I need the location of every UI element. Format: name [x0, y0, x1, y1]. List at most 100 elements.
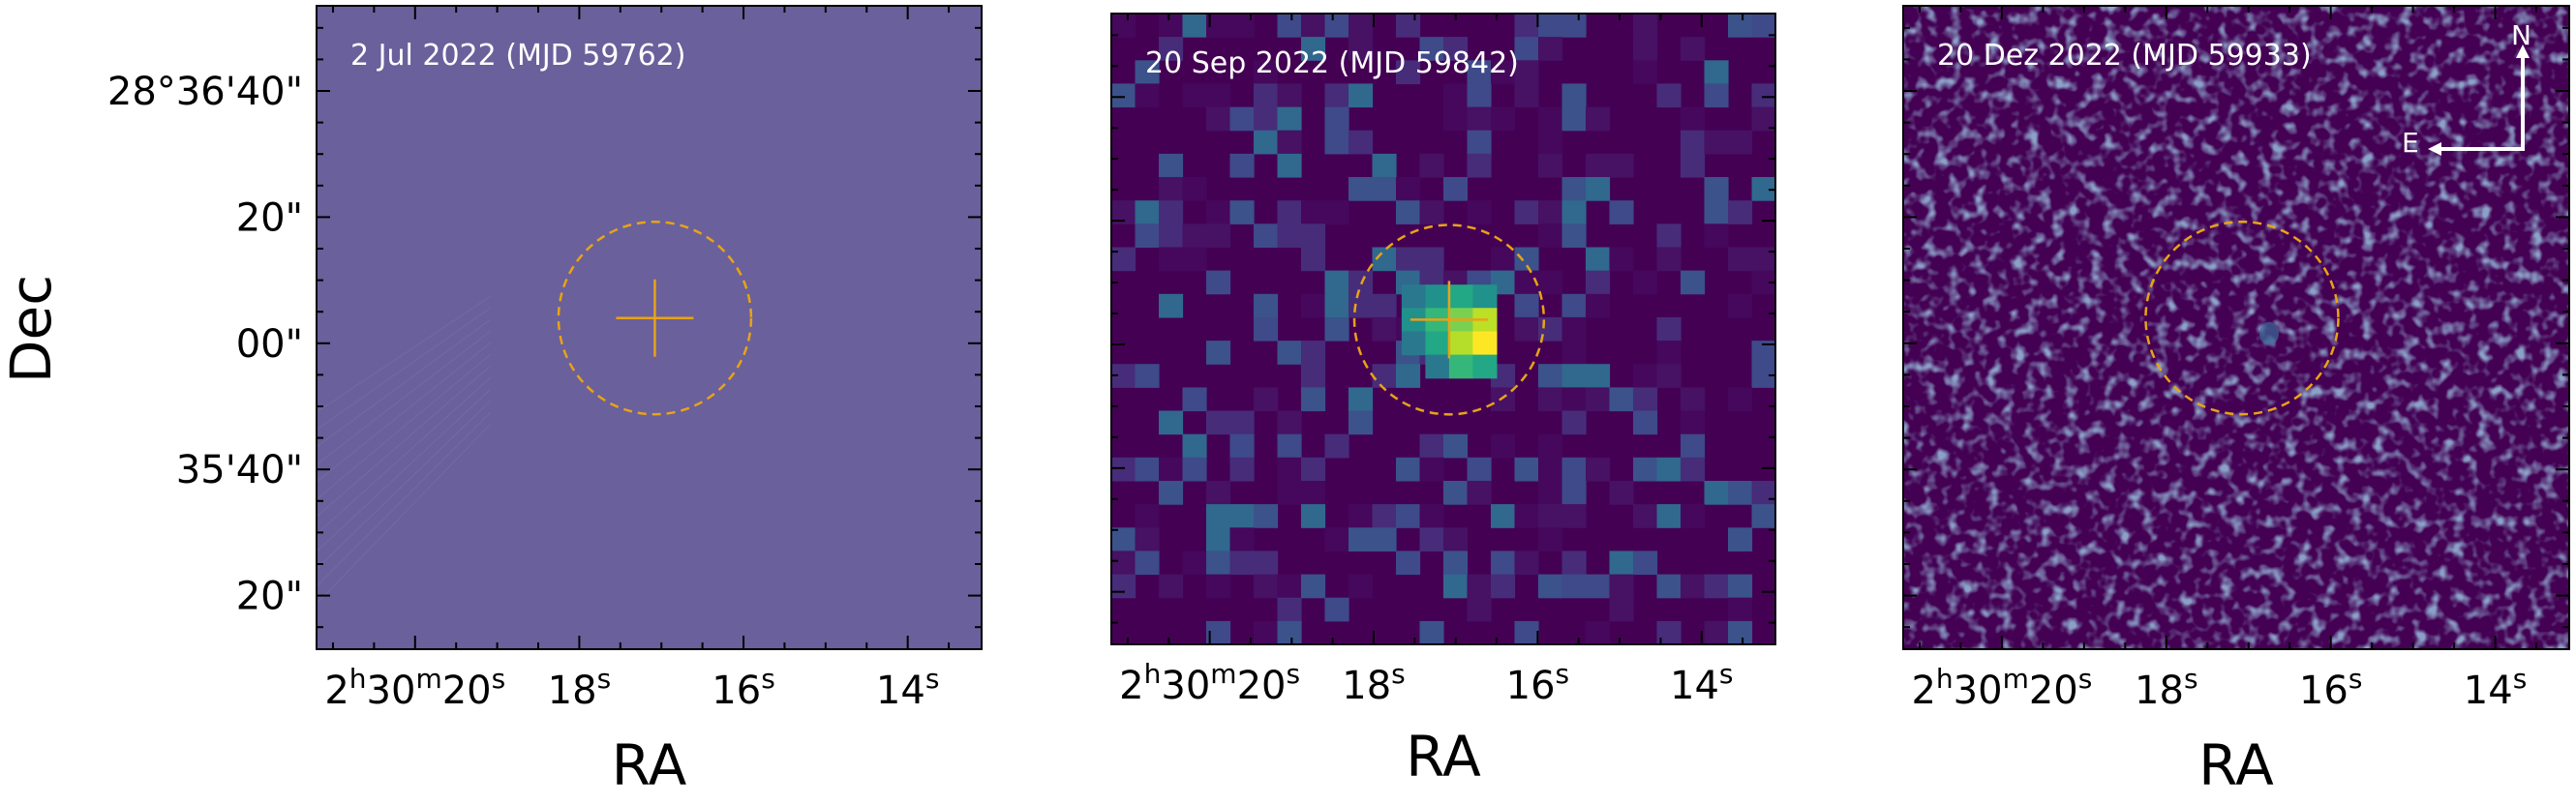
- image-pixel: [1561, 551, 1587, 576]
- image-pixel: [1206, 504, 1231, 528]
- image-pixel: [1135, 551, 1160, 576]
- image-pixel: [1254, 106, 1279, 132]
- image-pixel: [1586, 106, 1611, 132]
- image-pixel: [1467, 457, 1492, 482]
- image-pixel: [1349, 410, 1374, 435]
- image-pixel: [1443, 574, 1469, 599]
- image-pixel: [1349, 37, 1374, 61]
- image-pixel: [1514, 37, 1539, 61]
- image-pixel: [1704, 481, 1729, 505]
- image-pixel: [1467, 60, 1492, 84]
- image-pixel: [1206, 410, 1231, 435]
- image-pixel: [1514, 247, 1539, 272]
- image-pixel: [1751, 14, 1776, 38]
- error-circle: [2144, 220, 2340, 416]
- image-pixel: [1419, 37, 1444, 61]
- image-pixel: [1728, 293, 1753, 318]
- image-pixel: [1396, 457, 1421, 482]
- image-pixel: [1681, 270, 1706, 295]
- image-pixel: [1681, 153, 1706, 178]
- image-pixel: [1159, 410, 1184, 435]
- image-pixel: [1443, 551, 1469, 576]
- image-pixel: [1561, 200, 1587, 224]
- image-frame: [316, 5, 983, 650]
- panel-3: 20 Dez 2022 (MJD 59933) 2h30m20s 18s 16s 14…: [1902, 5, 2570, 798]
- image-pixel: [1728, 247, 1753, 272]
- image-pixel: [1751, 83, 1776, 108]
- image-pixel: [1443, 106, 1469, 132]
- image-pixel: [1372, 527, 1397, 551]
- x-tick-number: 30: [1954, 669, 2003, 713]
- image-pixel: [1111, 527, 1136, 551]
- image-pixel: [1443, 83, 1469, 108]
- x-tick-number: 18: [548, 669, 597, 713]
- smooth-texture: [1903, 6, 2569, 649]
- image-pixel: [1467, 597, 1492, 622]
- image-pixel: [1538, 37, 1563, 61]
- image-pixel: [1229, 551, 1255, 576]
- image-pixel: [1561, 574, 1587, 599]
- image-pixel: [1656, 341, 1682, 365]
- y-tick-label: 35'40": [176, 448, 303, 492]
- image-pixel: [1704, 574, 1729, 599]
- image-pixel: [1633, 387, 1658, 412]
- y-tick-label: 28°36'40": [107, 70, 303, 114]
- image-pixel: [1277, 106, 1302, 132]
- image-pixel: [1277, 457, 1302, 482]
- image-pixel: [1301, 387, 1326, 412]
- x-tick-number: 20: [1237, 664, 1287, 708]
- image-pixel: [1254, 620, 1279, 645]
- image-pixel: [1467, 106, 1492, 132]
- image-area-3: [1902, 5, 2570, 650]
- image-pixel: [1349, 83, 1374, 108]
- image-pixel: [1182, 223, 1207, 248]
- image-pixel: [1538, 270, 1563, 295]
- image-pixel: [1419, 200, 1444, 224]
- source-pixel: [1425, 284, 1450, 309]
- x-tick-unit: s: [492, 663, 506, 695]
- x-tick-number: 20: [2029, 669, 2078, 713]
- image-pixel: [1111, 83, 1136, 108]
- panel-1-ticks: 2h30m20s 18s 16s 14s28°36'40"20"00"35'40"20…: [107, 6, 982, 713]
- image-pixel: [1229, 504, 1255, 528]
- x-tick-label: 16s: [2299, 663, 2363, 713]
- image-pixel: [1324, 597, 1349, 622]
- image-pixel: [1324, 270, 1349, 295]
- image-pixel: [1111, 457, 1136, 482]
- image-pixel: [1324, 83, 1349, 108]
- image-pixel: [1728, 200, 1753, 224]
- image-pixel: [1538, 106, 1563, 132]
- image-pixel: [1206, 341, 1231, 365]
- image-pixel: [1349, 387, 1374, 412]
- image-pixel: [1229, 457, 1255, 482]
- image-pixel: [1704, 620, 1729, 645]
- image-pixel: [1324, 293, 1349, 318]
- image-pixel: [1159, 200, 1184, 224]
- image-pixel: [1728, 14, 1753, 38]
- image-pixel: [1633, 37, 1658, 61]
- panel-3-x-axis-label: RA: [2198, 732, 2274, 798]
- x-tick-label: 14s: [876, 663, 940, 713]
- image-area-2: [1110, 13, 1776, 645]
- image-pixel: [1182, 83, 1207, 108]
- image-pixel: [1277, 200, 1302, 224]
- x-tick-number: 30: [1161, 664, 1210, 708]
- image-pixel: [1277, 223, 1302, 248]
- image-pixel: [1561, 177, 1587, 201]
- streak-artifact: [316, 423, 492, 605]
- image-pixel: [1254, 130, 1279, 155]
- image-pixel: [1254, 387, 1279, 412]
- image-pixel: [1514, 60, 1539, 84]
- image-pixel: [1111, 551, 1136, 576]
- image-pixel: [1514, 14, 1539, 38]
- image-pixel: [1728, 597, 1753, 622]
- x-tick-number: 30: [367, 669, 416, 713]
- faint-blob: [2258, 321, 2279, 345]
- image-pixel: [1656, 457, 1682, 482]
- image-pixel: [1159, 293, 1184, 318]
- image-pixel: [1538, 481, 1563, 505]
- image-area-1: [316, 5, 983, 650]
- image-pixel: [1467, 83, 1492, 108]
- image-pixel: [1561, 364, 1587, 388]
- image-pixel: [1704, 130, 1729, 155]
